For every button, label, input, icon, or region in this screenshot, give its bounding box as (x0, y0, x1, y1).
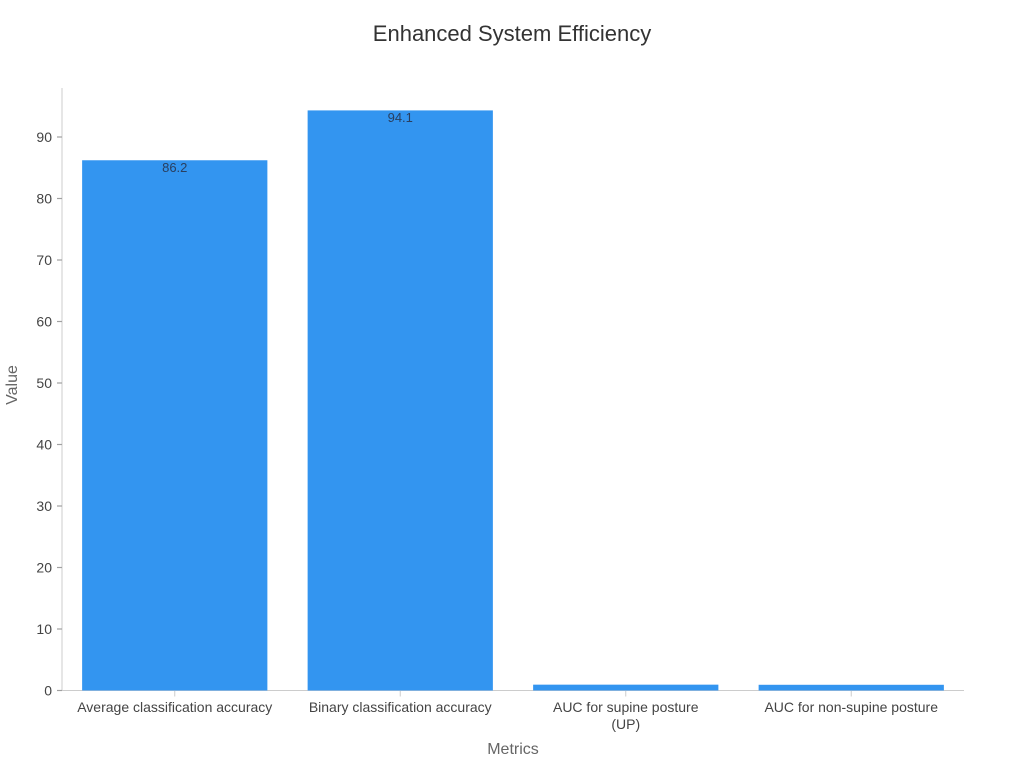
svg-text:Value: Value (4, 365, 21, 405)
svg-text:86.2: 86.2 (162, 160, 187, 175)
svg-text:20: 20 (36, 560, 52, 576)
svg-text:Metrics: Metrics (487, 741, 539, 758)
svg-text:40: 40 (36, 437, 52, 453)
svg-text:Binary classification accuracy: Binary classification accuracy (309, 699, 492, 715)
svg-text:0: 0 (44, 683, 52, 699)
svg-text:10: 10 (36, 621, 52, 637)
svg-text:30: 30 (36, 498, 52, 514)
svg-text:AUC for supine posture: AUC for supine posture (553, 699, 699, 715)
svg-text:50: 50 (36, 375, 52, 391)
svg-text:AUC for non-supine posture: AUC for non-supine posture (764, 699, 938, 715)
svg-text:94.1: 94.1 (388, 110, 413, 125)
svg-text:80: 80 (36, 191, 52, 207)
svg-text:90: 90 (36, 129, 52, 145)
svg-text:Average classification accurac: Average classification accuracy (77, 699, 272, 715)
svg-text:70: 70 (36, 252, 52, 268)
svg-text:(UP): (UP) (611, 716, 640, 732)
svg-text:60: 60 (36, 314, 52, 330)
